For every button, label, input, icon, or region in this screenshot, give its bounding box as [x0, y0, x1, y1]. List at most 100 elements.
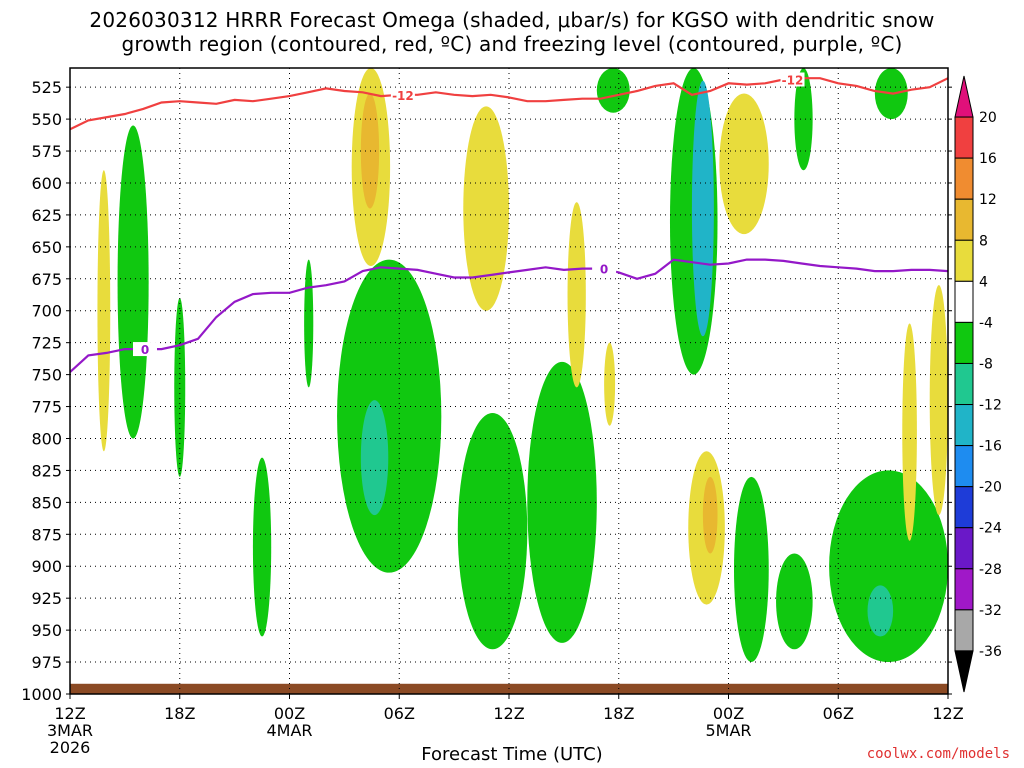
chart-title-line-2: growth region (contoured, red, ºC) and f… — [121, 32, 903, 56]
x-tick-date: 5MAR — [705, 721, 751, 740]
y-tick-label: 525 — [31, 78, 62, 97]
omega-shading — [97, 68, 948, 663]
x-tick-label: 12Z — [932, 704, 963, 723]
colorbar-swatch — [954, 321, 974, 364]
omega-region-24 — [867, 585, 894, 637]
dgz-contour-label: -12 — [782, 73, 804, 87]
colorbar-label: 8 — [979, 233, 988, 249]
y-tick-label: 850 — [31, 493, 62, 512]
y-tick-label: 675 — [31, 270, 62, 289]
colorbar-label: -20 — [979, 480, 1002, 496]
colorbar-swatch — [954, 280, 974, 323]
x-tick-label: 06Z — [823, 704, 854, 723]
x-tick-label: 06Z — [384, 704, 415, 723]
freezing-level-contour-label-bg — [132, 342, 157, 357]
colorbar-label: 4 — [979, 274, 988, 290]
omega-region-13 — [604, 342, 616, 426]
colorbar-label: -8 — [979, 356, 993, 372]
colorbar-swatch — [954, 198, 974, 241]
x-tick-label: 00Z — [274, 704, 305, 723]
x-tick-label: 12Z — [54, 704, 85, 723]
dgz-contour-label: -12 — [392, 89, 414, 103]
dgz-contour-label-bg — [780, 72, 805, 87]
y-tick-label: 725 — [31, 334, 62, 353]
colorbar-label: -24 — [979, 521, 1002, 537]
colorbar-label: -16 — [979, 439, 1002, 455]
omega-region-22 — [794, 68, 813, 171]
y-tick-label: 900 — [31, 557, 62, 576]
x-tick-label: 12Z — [493, 704, 524, 723]
y-tick-label: 975 — [31, 653, 62, 672]
colorbar-label: -4 — [979, 315, 993, 331]
x-tick-date: 3MAR — [47, 721, 93, 740]
omega-region-5 — [337, 259, 442, 573]
y-tick-label: 950 — [31, 621, 62, 640]
omega-region-20 — [733, 476, 769, 663]
colorbar-swatch — [954, 650, 974, 693]
dgz-contour-line — [70, 77, 948, 131]
omega-region-10 — [457, 412, 528, 650]
colorbar-swatch — [954, 527, 974, 570]
omega-region-0 — [117, 125, 149, 439]
x-tick-label: 00Z — [713, 704, 744, 723]
colorbar-label: -28 — [979, 562, 1002, 578]
omega-region-4 — [360, 93, 380, 209]
omega-region-2 — [97, 170, 111, 452]
x-axis-label: Forecast Time (UTC) — [421, 744, 603, 765]
omega-region-25 — [902, 323, 917, 541]
freezing-level-contour-label-bg — [592, 261, 617, 276]
omega-region-9 — [463, 106, 509, 311]
y-tick-label: 875 — [31, 525, 62, 544]
colorbar-label: -12 — [979, 398, 1002, 414]
y-tick-label: 600 — [31, 174, 62, 193]
omega-region-11 — [527, 361, 597, 643]
colorbar: 20 16 12 8 4 -4 -8 -12 -16 -20 -24 -28 -32 -36 — [954, 75, 1002, 693]
y-tick-label: 650 — [31, 238, 62, 257]
colorbar-swatch — [954, 486, 974, 529]
x-tick-label: 18Z — [603, 704, 634, 723]
omega-region-16 — [691, 80, 714, 337]
source-credit: coolwx.com/models — [866, 746, 1010, 762]
colorbar-swatch — [954, 404, 974, 447]
chart-title-line-1: 2026030312 HRRR Forecast Omega (shaded, … — [89, 8, 935, 32]
colorbar-swatch — [954, 116, 974, 159]
omega-region-14 — [596, 68, 630, 113]
y-tick-label: 625 — [31, 206, 62, 225]
omega-region-19 — [702, 476, 718, 554]
colorbar-label: -32 — [979, 603, 1002, 619]
dgz-contour-label-bg — [390, 87, 415, 102]
freezing-level-contour-label: 0 — [141, 343, 149, 357]
colorbar-label: 16 — [979, 151, 997, 167]
y-tick-label: 575 — [31, 142, 62, 161]
x-tick-date: 4MAR — [266, 721, 312, 740]
y-tick-label: 775 — [31, 398, 62, 417]
y-tick-label: 825 — [31, 461, 62, 480]
x-tick-year: 2026 — [50, 738, 91, 757]
freezing-level-contour-line — [70, 258, 948, 373]
omega-region-23 — [829, 470, 948, 663]
colorbar-swatch — [954, 75, 974, 118]
omega-region-7 — [252, 457, 272, 637]
colorbar-label: 20 — [979, 110, 997, 126]
omega-region-26 — [929, 285, 948, 516]
colorbar-swatch — [954, 568, 974, 611]
omega-region-6 — [360, 400, 389, 516]
y-tick-label: 550 — [31, 110, 62, 129]
x-tick-label: 18Z — [164, 704, 195, 723]
y-tick-label: 925 — [31, 589, 62, 608]
colorbar-swatch — [954, 362, 974, 406]
omega-region-1 — [174, 297, 186, 477]
colorbar-label: -36 — [979, 644, 1002, 660]
colorbar-swatch — [954, 239, 974, 282]
freezing-level-contour-label: 0 — [600, 263, 608, 277]
colorbar-label: 12 — [979, 192, 997, 208]
y-tick-label: 750 — [31, 366, 62, 385]
y-tick-label: 1000 — [21, 685, 62, 704]
omega-region-12 — [567, 202, 586, 388]
omega-region-21 — [776, 553, 813, 650]
omega-region-8 — [304, 259, 314, 388]
omega-region-17 — [719, 93, 769, 235]
y-tick-label: 700 — [31, 302, 62, 321]
